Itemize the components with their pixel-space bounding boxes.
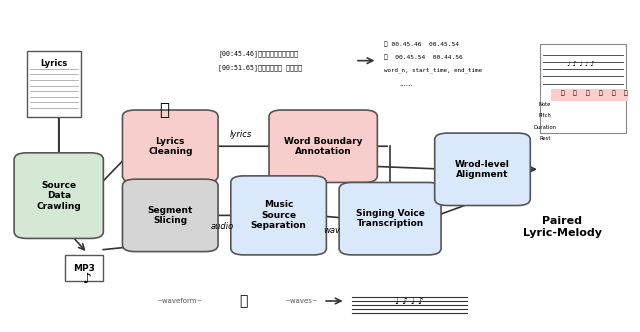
Text: Note: Note [539,102,551,107]
Text: Segment
Slicing: Segment Slicing [148,206,193,225]
FancyBboxPatch shape [27,51,81,117]
Text: 你: 你 [560,90,564,96]
Text: Paired
Lyric-Melody: Paired Lyric-Melody [523,216,602,238]
Text: Music
Source
Separation: Music Source Separation [251,201,307,230]
FancyBboxPatch shape [339,183,441,255]
Text: wav: wav [323,226,340,235]
Text: 你 00.45.46  00.45.54: 你 00.45.46 00.45.54 [384,42,459,47]
Text: Wrod-level
Alignment: Wrod-level Alignment [455,160,510,179]
Text: lyrics: lyrics [229,130,252,139]
Text: Duration: Duration [533,125,556,130]
Text: ......: ...... [399,81,413,87]
Text: 合: 合 [598,90,602,96]
FancyBboxPatch shape [65,255,103,281]
FancyBboxPatch shape [231,176,326,255]
Text: 🤖: 🤖 [159,101,169,119]
FancyBboxPatch shape [122,110,218,183]
Text: ♩ ♪ ♩ ♪: ♩ ♪ ♩ ♪ [395,296,424,305]
Text: [00:45.46]将菜叶的比松版导上来: [00:45.46]将菜叶的比松版导上来 [218,51,298,57]
Text: Singing Voice
Transcription: Singing Voice Transcription [356,209,424,228]
FancyBboxPatch shape [122,179,218,252]
FancyBboxPatch shape [14,153,103,238]
Text: ♩ ♪ ♩ ♩ ♪: ♩ ♪ ♩ ♩ ♪ [568,61,595,67]
Text: 闯: 闯 [586,90,589,96]
Text: 🎤: 🎤 [239,294,248,308]
Text: ~waves~: ~waves~ [284,298,317,304]
Text: Source
Data
Crawling: Source Data Crawling [36,181,81,210]
FancyBboxPatch shape [551,89,628,101]
Text: Rest: Rest [539,136,550,141]
Text: 订: 订 [611,90,615,96]
Text: word_n, start_time, end_time: word_n, start_time, end_time [384,68,482,73]
Text: ~waveform~: ~waveform~ [157,298,203,304]
Text: Pitch: Pitch [538,113,552,118]
Text: Lyrics
Cleaning: Lyrics Cleaning [148,136,193,156]
FancyBboxPatch shape [269,110,378,183]
Text: 先  00.45.54  00.44.56: 先 00.45.54 00.44.56 [384,54,463,60]
Text: audio: audio [211,222,234,231]
Text: Word Boundary
Annotation: Word Boundary Annotation [284,136,362,156]
Text: ♪: ♪ [83,272,92,286]
Text: [00:51.65]突然之前淡淡 人这冲拝: [00:51.65]突然之前淡淡 人这冲拝 [218,64,302,71]
Text: MP3: MP3 [74,264,95,273]
FancyBboxPatch shape [435,133,531,206]
Text: Lyrics: Lyrics [40,59,68,68]
FancyBboxPatch shape [540,44,626,133]
Text: 之: 之 [624,90,628,96]
Text: 先: 先 [573,90,577,96]
